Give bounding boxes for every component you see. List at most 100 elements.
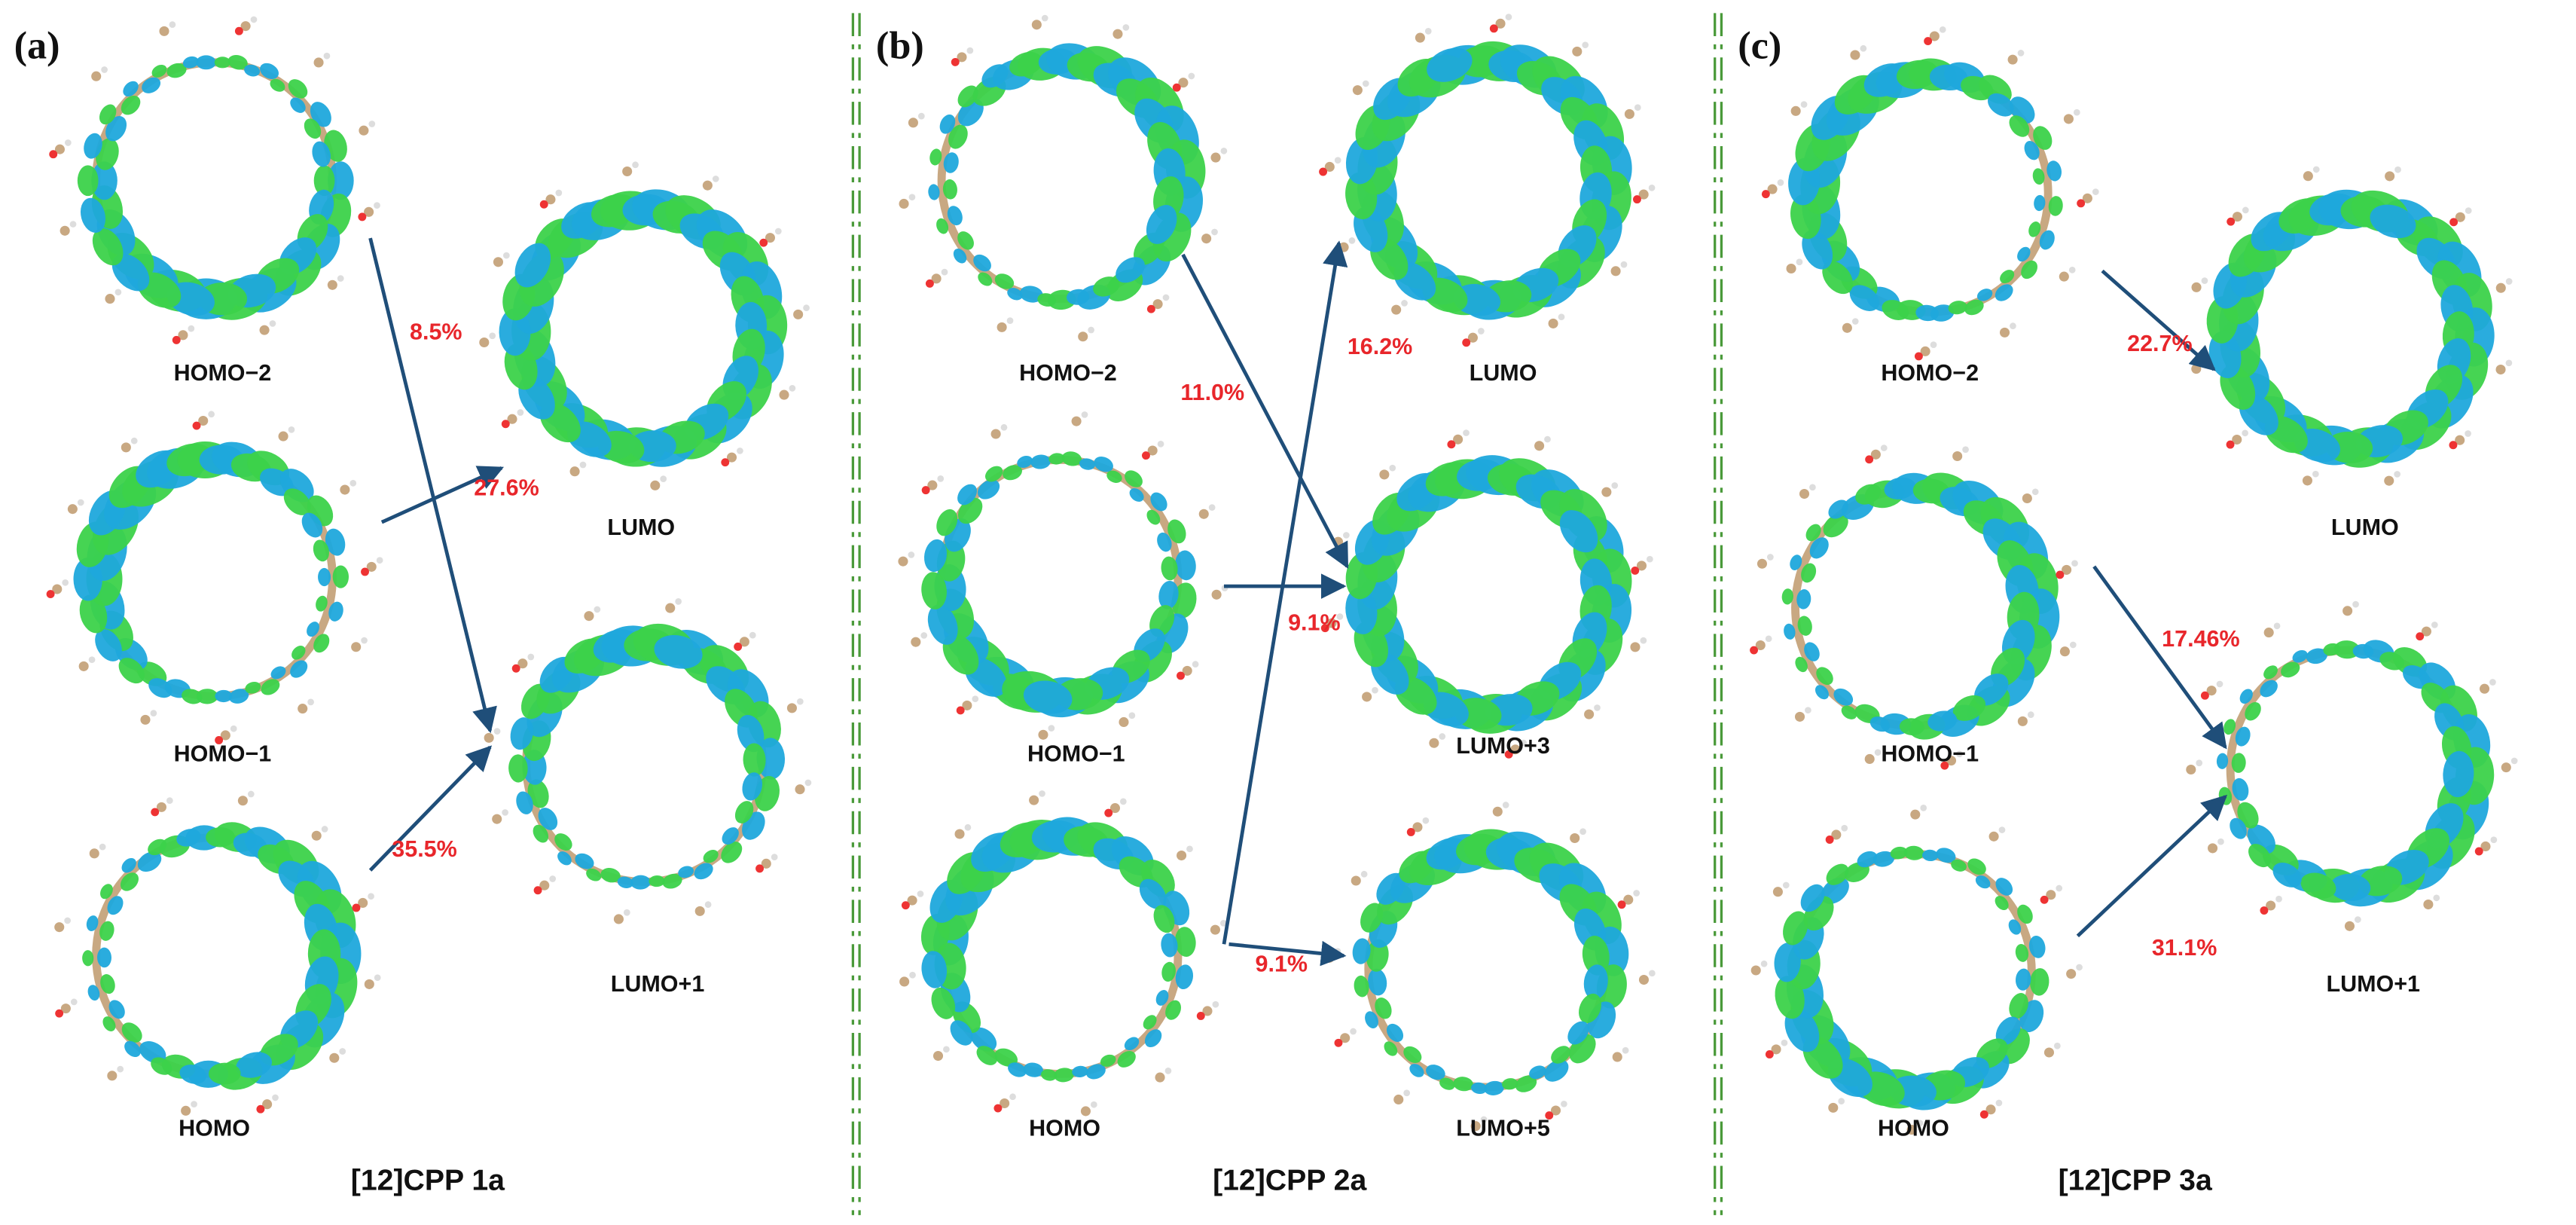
atom (2384, 475, 2394, 486)
atom (1767, 184, 1778, 194)
orbital-lobe (538, 808, 558, 830)
atom (101, 66, 108, 73)
orbital-lobe (1927, 710, 1958, 732)
atom (298, 704, 308, 714)
atom (215, 736, 224, 744)
atom (1178, 78, 1189, 88)
atom (159, 26, 169, 36)
orbital-lobe (2333, 640, 2361, 659)
atom (2312, 470, 2319, 478)
atom (2216, 680, 2223, 688)
atom (1755, 640, 1766, 651)
atom (675, 598, 682, 605)
orbital-lobe (214, 57, 231, 69)
orbital-lobe (1453, 283, 1500, 316)
atom (765, 233, 775, 243)
orbital-lobe (316, 595, 328, 612)
transition-arrow (368, 745, 493, 872)
orbital-lobe (1409, 1064, 1424, 1077)
atom (937, 475, 945, 482)
orbital-label: HOMO (1029, 1116, 1100, 1141)
transition-arrow (2101, 269, 2216, 371)
atom (1794, 711, 1805, 722)
orbital-lobe (2300, 872, 2336, 899)
orbital-ring (2186, 600, 2518, 931)
atom (1477, 328, 1485, 335)
atom (256, 1104, 265, 1113)
orbital-lobe (1067, 289, 1090, 305)
atom (517, 658, 528, 669)
orbital-lobe (1915, 304, 1940, 322)
orbital-lobe (313, 539, 329, 562)
atom (2343, 606, 2353, 616)
atom (359, 125, 369, 136)
atom (555, 189, 563, 197)
orbital-lobe (1175, 550, 1196, 581)
orbital-lobe (2032, 168, 2045, 185)
atom (1771, 1044, 1781, 1055)
atom (1009, 1093, 1016, 1101)
atom (921, 486, 930, 495)
orbital-lobe (328, 161, 354, 200)
atom (1772, 887, 1783, 897)
orbital-lobe (2009, 993, 2028, 1019)
atom (1372, 686, 1378, 694)
atom (69, 221, 77, 228)
transition-percent: 17.46% (2162, 626, 2239, 652)
atom (1078, 331, 1088, 342)
atom (1831, 829, 1842, 840)
atom (1336, 613, 1344, 620)
orbital-lobe (617, 876, 633, 888)
orbital-ring (899, 14, 1228, 342)
atom (1930, 341, 1937, 348)
orbital-lobe (1175, 964, 1194, 990)
orbital-lobe (957, 85, 978, 108)
atom (62, 579, 69, 586)
atom (899, 198, 909, 209)
atom (150, 710, 157, 717)
orbital-lobe (630, 875, 651, 890)
orbital-lobe (600, 868, 621, 883)
atom (2303, 171, 2313, 182)
orbital-lobe (527, 779, 549, 808)
orbital-lobe (743, 743, 766, 777)
atom (1119, 716, 1129, 727)
orbital-lobe (1129, 488, 1144, 502)
atom (166, 797, 173, 805)
orbital-lobe (1041, 1069, 1058, 1081)
orbital-lobe (2281, 661, 2300, 678)
orbital-lobe (1899, 718, 1924, 736)
atom (2196, 759, 2203, 767)
atom (1809, 484, 1816, 491)
atom (1760, 960, 1768, 967)
atom (484, 732, 494, 743)
atom (759, 238, 768, 247)
orbital-lobe (2232, 777, 2249, 801)
atom (1825, 836, 1834, 844)
orbital-lobe (1161, 961, 1176, 982)
atom (694, 906, 705, 916)
orbital-lobe (310, 102, 331, 127)
atom (1031, 20, 1042, 30)
atom (2302, 475, 2312, 486)
atom (1393, 1094, 1404, 1105)
orbital-lobe (1872, 851, 1895, 867)
atom (492, 814, 502, 824)
atom (2056, 884, 2063, 892)
orbital-lobe (91, 161, 118, 200)
atom (2495, 283, 2506, 293)
atom (1212, 1000, 1219, 1008)
atom (1502, 802, 1509, 808)
atom (1946, 756, 1957, 766)
orbital-lobe (118, 658, 145, 684)
atom (288, 426, 295, 433)
atom (1634, 104, 1641, 112)
atom (2449, 441, 2458, 450)
atom (1211, 589, 1222, 600)
atom (1177, 671, 1185, 680)
atom (374, 974, 381, 982)
orbital-lobe (929, 148, 942, 166)
orbital-lobe (1439, 1077, 1455, 1090)
atom (1805, 707, 1811, 714)
orbital-ring (484, 598, 812, 924)
